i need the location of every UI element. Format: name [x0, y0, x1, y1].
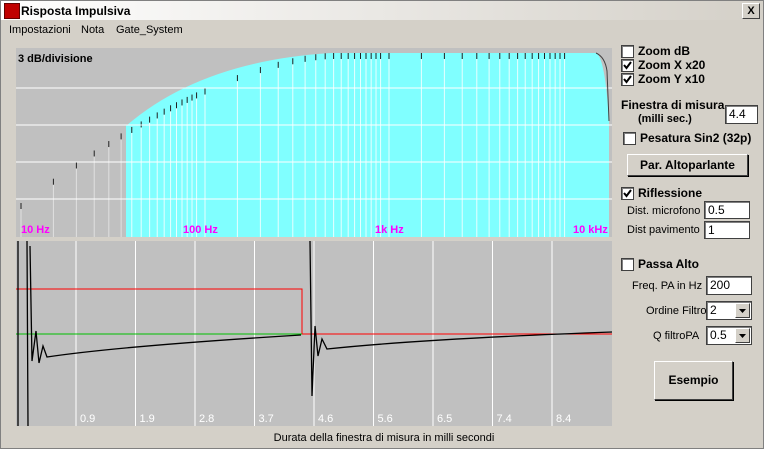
close-button[interactable]: X	[742, 3, 760, 19]
checkbox-label: Pesatura Sin2 (32p)	[640, 131, 752, 145]
text-input[interactable]: 1	[704, 221, 750, 239]
menu-item[interactable]: Impostazioni	[9, 24, 71, 36]
label: Ordine Filtro	[646, 305, 707, 317]
checkbox-label: Zoom Y x10	[638, 72, 705, 86]
app-icon	[4, 3, 20, 19]
freq-label: 10 kHz	[573, 224, 608, 236]
checkbox[interactable]	[623, 132, 636, 145]
time-tick-label: 8.4	[556, 413, 571, 425]
time-tick-label: 4.6	[318, 413, 333, 425]
menu-item[interactable]: Nota	[81, 24, 105, 36]
button[interactable]: Esempio	[654, 361, 733, 400]
time-tick-label: 7.4	[497, 413, 512, 425]
label: (milli sec.)	[638, 113, 692, 125]
impulse-response	[17, 240, 613, 427]
checkbox-label: Zoom X x20	[638, 58, 706, 72]
checkbox-label: Riflessione	[638, 186, 703, 200]
button[interactable]: Par. Altoparlante	[627, 154, 748, 176]
freq-label: 1k Hz	[375, 224, 404, 236]
window-line	[16, 288, 612, 335]
freq-label: 100 Hz	[183, 224, 218, 236]
time-tick-label: 3.7	[259, 413, 274, 425]
dropdown-value: 0.5	[710, 328, 727, 342]
checkbox-label: Zoom dB	[638, 44, 690, 58]
time-tick-label: 2.8	[199, 413, 214, 425]
text-input[interactable]: 4.4	[725, 105, 758, 124]
label: Freq. PA in Hz	[632, 280, 703, 292]
time-tick-label: 5.6	[378, 413, 393, 425]
text-input[interactable]: 200	[706, 276, 752, 295]
checkbox[interactable]	[621, 59, 634, 72]
checkbox[interactable]	[621, 187, 634, 200]
time-tick-label: 6.5	[437, 413, 452, 425]
checkbox[interactable]	[621, 73, 634, 86]
dropdown[interactable]: 0.5	[706, 326, 752, 345]
window-title: Risposta Impulsiva	[21, 4, 131, 18]
dropdown[interactable]: 2	[706, 301, 752, 320]
label: Finestra di misura	[621, 98, 725, 112]
checkbox-label: Passa Alto	[638, 257, 699, 271]
checkbox[interactable]	[621, 45, 634, 58]
axis-caption: Durata della finestra di misura in milli…	[274, 432, 495, 444]
text-input[interactable]: 0.5	[704, 201, 750, 219]
scale-label: 3 dB/divisione	[18, 53, 93, 65]
menu-item[interactable]: Gate_System	[116, 24, 183, 36]
title-bar: Risposta Impulsiva X	[1, 1, 763, 20]
freq-label: 10 Hz	[21, 224, 50, 236]
freq-grid	[16, 87, 612, 200]
label: Dist. microfono	[627, 205, 701, 217]
time-tick-label: 1.9	[140, 413, 155, 425]
dropdown-arrow[interactable]	[735, 328, 750, 343]
checkbox[interactable]	[621, 258, 634, 271]
freq-rolloff	[595, 52, 610, 122]
dropdown-value: 2	[710, 303, 717, 317]
time-tick-label: 0.9	[80, 413, 95, 425]
freq-response-area	[126, 53, 609, 237]
label: Q filtroPA	[653, 330, 700, 342]
label: Dist pavimento	[627, 224, 700, 236]
freq-bars	[20, 53, 566, 237]
dropdown-arrow[interactable]	[735, 303, 750, 318]
